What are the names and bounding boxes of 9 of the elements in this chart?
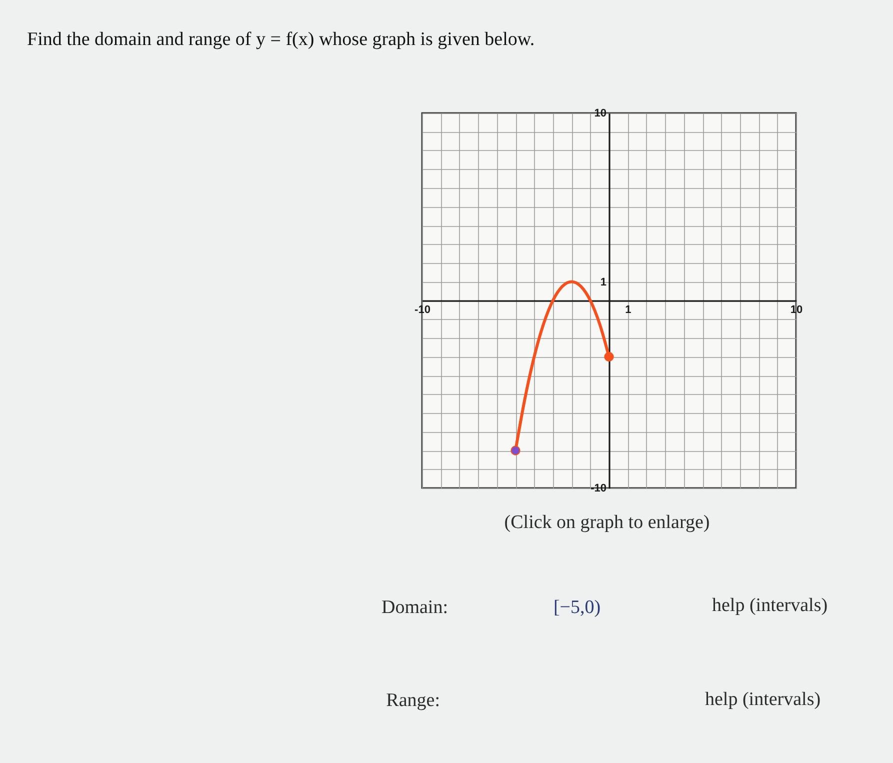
text: Domain: [382,597,448,618]
text: [−5,0) [553,597,601,618]
y-tick-label: 1 [600,276,606,288]
text: help (intervals) [705,689,821,710]
chart-title: Find the domain and range of y = f(x) whose graph is given below. [27,29,535,50]
text: Range: [386,690,440,711]
text: (Click on graph to enlarge) [504,512,710,533]
text: help (intervals) [712,595,828,616]
x-tick-label: 1 [625,304,632,316]
